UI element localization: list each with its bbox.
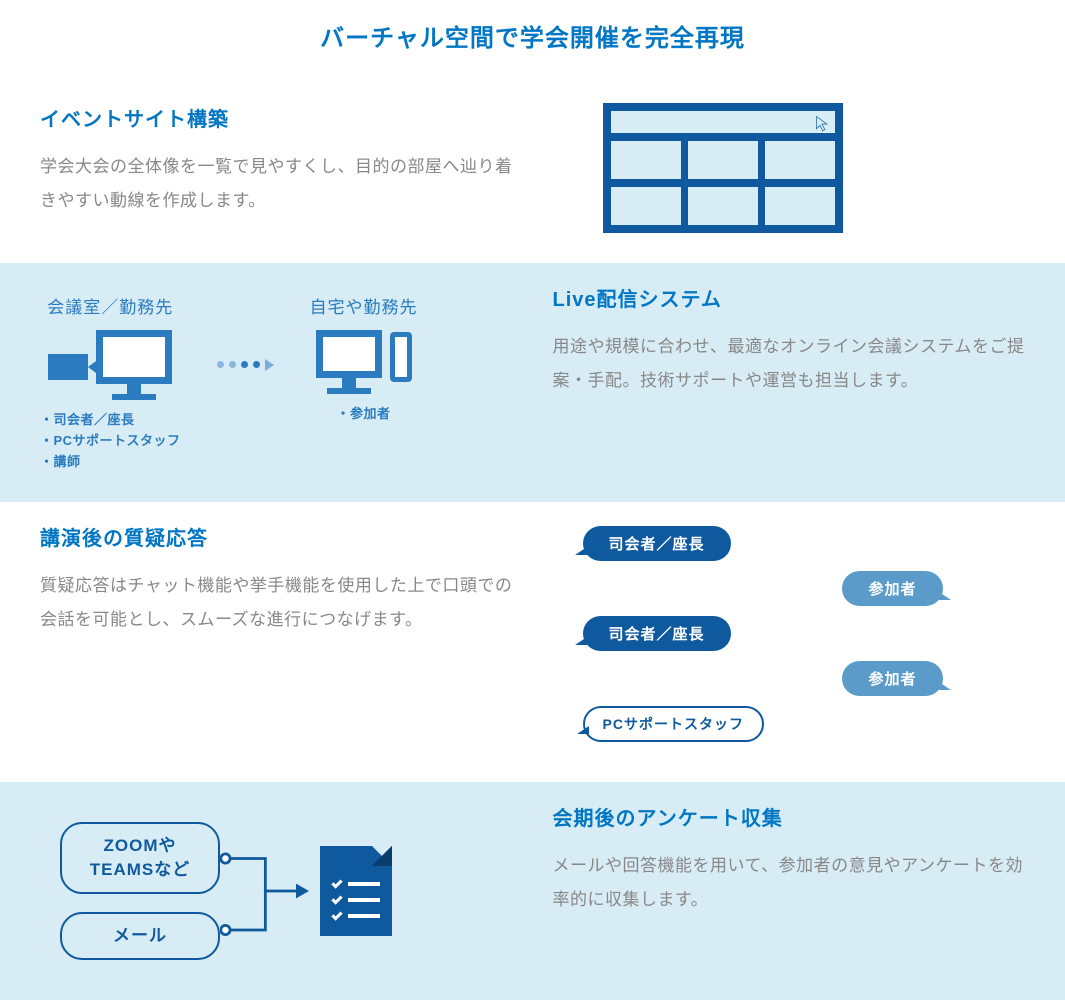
document-checklist-icon [320, 846, 392, 936]
chat-bubble: 司会者／座長 [583, 526, 731, 561]
camera-icon [48, 354, 88, 380]
website-grid-icon [603, 103, 843, 233]
flow-box-zoom: ZOOMや TEAMSなど [60, 822, 220, 894]
chat-bubble: 参加者 [842, 571, 942, 606]
diagram-label-meeting-room: 会議室／勤務先 [40, 293, 181, 318]
section-body: メールや回答機能を用いて、参加者の意見やアンケートを効率的に収集します。 [553, 849, 1026, 917]
flow-box-mail: メール [60, 912, 220, 960]
section-body: 質疑応答はチャット機能や挙手機能を使用した上で口頭での会話を可能とし、スムーズな… [40, 569, 513, 637]
dots-connector-icon [217, 359, 274, 371]
section-live-stream: 会議室／勤務先 ・司会者／座長 ・PCサポートスタッフ ・講師 [0, 263, 1065, 502]
cursor-icon [815, 115, 829, 133]
roles-host: ・司会者／座長 ・PCサポートスタッフ ・講師 [40, 410, 181, 472]
section-survey: ZOOMや TEAMSなど メール [0, 782, 1065, 999]
section-body: 学会大会の全体像を一覧で見やすくし、目的の部屋へ辿り着きやすい動線を作成します。 [40, 150, 513, 218]
survey-flow-diagram: ZOOMや TEAMSなど メール [40, 802, 513, 969]
phone-icon [390, 332, 412, 382]
monitor-icon [316, 330, 382, 394]
roles-participant: ・参加者 [310, 404, 418, 425]
section-title: イベントサイト構築 [40, 103, 513, 132]
monitor-icon [96, 330, 172, 400]
section-event-site: イベントサイト構築 学会大会の全体像を一覧で見やすくし、目的の部屋へ辿り着きやす… [0, 83, 1065, 263]
diagram-label-home: 自宅や勤務先 [310, 293, 418, 318]
section-title: 会期後のアンケート収集 [553, 802, 1026, 831]
section-qa: 講演後の質疑応答 質疑応答はチャット機能や挙手機能を使用した上で口頭での会話を可… [0, 502, 1065, 782]
section-title: 講演後の質疑応答 [40, 522, 513, 551]
main-title: バーチャル空間で学会開催を完全再現 [0, 0, 1065, 83]
chat-bubble: PCサポートスタッフ [583, 706, 764, 742]
chat-bubble: 参加者 [842, 661, 942, 696]
live-stream-diagram: 会議室／勤務先 ・司会者／座長 ・PCサポートスタッフ ・講師 [40, 283, 513, 472]
section-body: 用途や規模に合わせ、最適なオンライン会議システムをご提案・手配。技術サポートや運… [553, 330, 1026, 398]
chat-bubbles-diagram: 司会者／座長参加者司会者／座長参加者PCサポートスタッフ [583, 522, 943, 752]
flow-connector-icon [220, 826, 320, 956]
chat-bubble: 司会者／座長 [583, 616, 731, 651]
section-title: Live配信システム [553, 283, 1026, 312]
